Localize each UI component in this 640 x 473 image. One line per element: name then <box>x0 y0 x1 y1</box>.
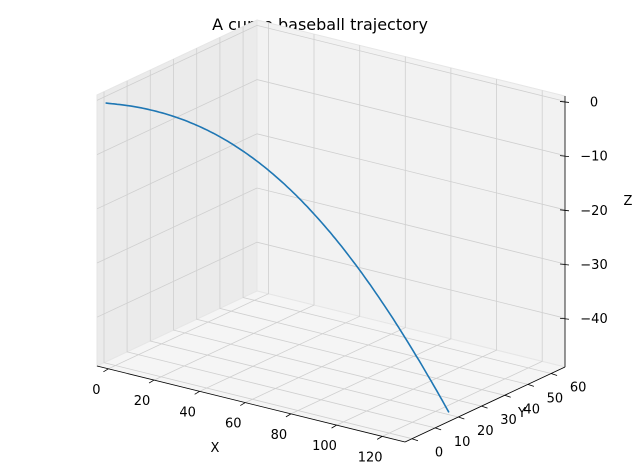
x-tick-mark <box>240 403 245 406</box>
z-tick-label: −40 <box>580 312 607 327</box>
x-axis-label: X <box>211 441 220 456</box>
y-tick-label: 0 <box>435 446 443 461</box>
z-tick-label: −20 <box>580 204 607 219</box>
y-tick-label: 60 <box>570 381 587 396</box>
x-tick-mark <box>377 436 382 439</box>
z-tick-label: 0 <box>590 95 598 110</box>
x-tick-label: 0 <box>92 383 100 398</box>
z-tick-label: −30 <box>580 258 607 273</box>
y-tick-mark <box>505 395 511 397</box>
x-tick-label: 60 <box>225 417 242 432</box>
x-tick-mark <box>103 369 108 372</box>
x-tick-label: 20 <box>134 394 151 409</box>
x-tick-mark <box>332 425 337 428</box>
z-axis-label: Z <box>624 194 633 209</box>
y-tick-mark <box>551 374 557 376</box>
y-tick-label: 30 <box>500 413 517 428</box>
x-tick-label: 40 <box>179 405 196 420</box>
z-tick-label: −10 <box>580 150 607 165</box>
y-tick-label: 50 <box>547 391 564 406</box>
y-axis-label: Y <box>517 406 526 421</box>
y-tick-mark <box>528 384 534 386</box>
x-tick-mark <box>286 414 291 417</box>
y-tick-mark <box>435 428 441 430</box>
x-tick-mark <box>195 391 200 394</box>
x-tick-label: 80 <box>271 428 288 443</box>
y-tick-label: 20 <box>477 424 494 439</box>
y-tick-mark <box>482 406 488 408</box>
x-tick-mark <box>149 380 154 383</box>
y-tick-mark <box>458 417 464 419</box>
y-tick-label: 10 <box>454 435 471 450</box>
x-tick-label: 120 <box>358 450 383 465</box>
x-tick-label: 100 <box>312 439 337 454</box>
y-tick-mark <box>412 439 418 441</box>
